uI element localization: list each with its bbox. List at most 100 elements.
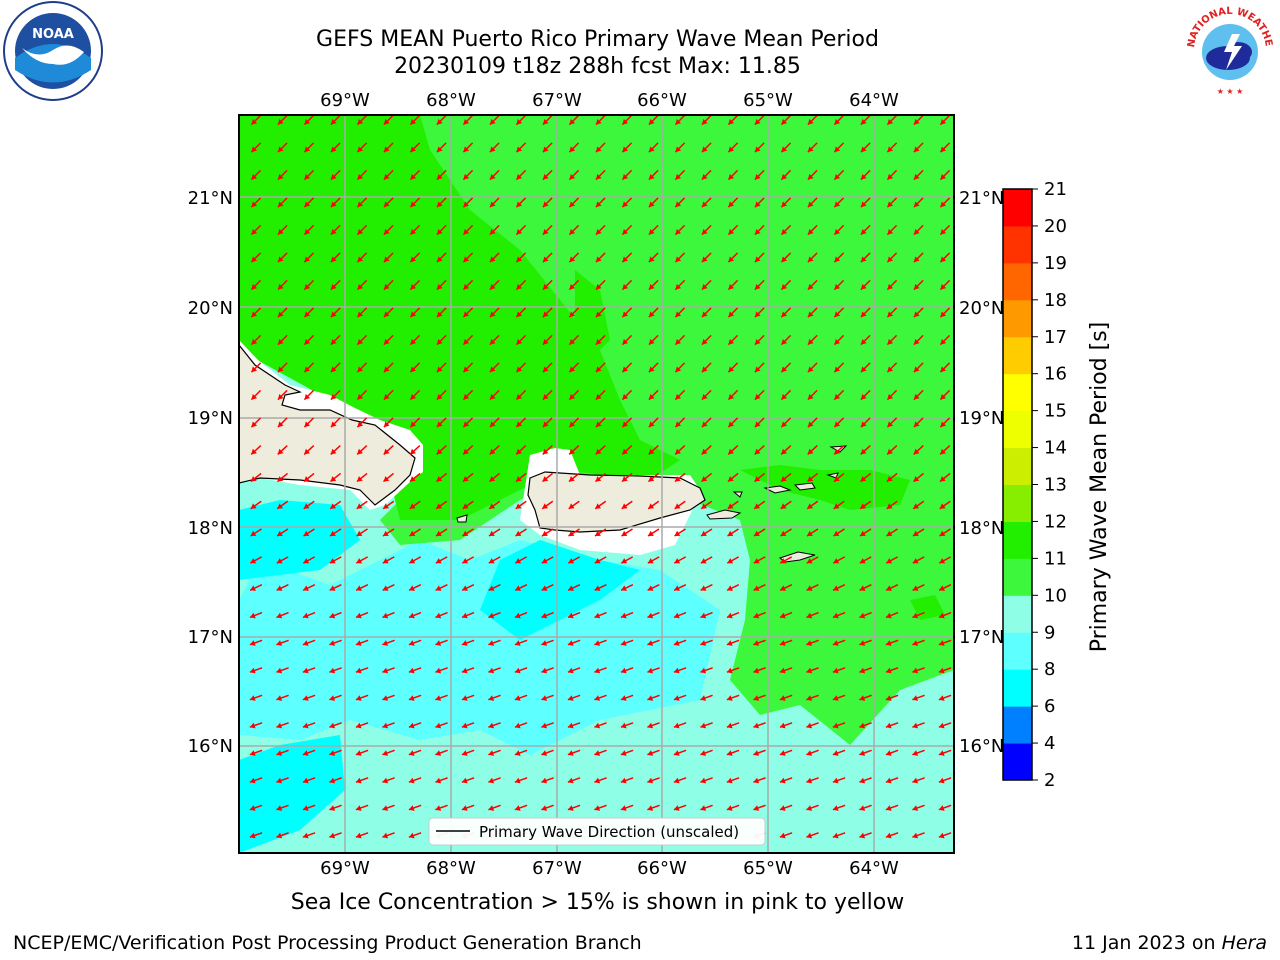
wave-arrow-head bbox=[408, 805, 415, 811]
wave-arrow-head bbox=[249, 640, 256, 646]
wave-arrow-head bbox=[701, 448, 708, 455]
wave-arrow-head bbox=[939, 558, 946, 564]
wave-arrow-head bbox=[886, 476, 893, 482]
wave-arrow-head bbox=[701, 256, 708, 263]
wave-arrow-head bbox=[912, 530, 919, 536]
legend-label: Primary Wave Direction (unscaled) bbox=[479, 823, 739, 841]
wave-arrow-head bbox=[249, 612, 256, 619]
wave-arrow-head bbox=[912, 750, 919, 756]
wave-arrow-head bbox=[807, 228, 814, 235]
wave-arrow-head bbox=[329, 640, 336, 646]
wave-arrow-head bbox=[302, 695, 309, 701]
wave-arrow-head bbox=[887, 421, 894, 428]
colorbar-tick-label: 10 bbox=[1044, 585, 1067, 606]
wave-arrow-head bbox=[620, 805, 627, 811]
wave-arrow-head bbox=[859, 805, 866, 811]
wave-arrow-head bbox=[940, 283, 947, 290]
lat-label: 21°N bbox=[959, 188, 1004, 209]
wave-arrow-head bbox=[410, 283, 417, 290]
wave-arrow-head bbox=[621, 558, 628, 564]
wave-arrow-head bbox=[726, 805, 733, 811]
wave-arrow-head bbox=[701, 173, 708, 180]
wave-arrow-head bbox=[859, 585, 866, 591]
wave-arrow-head bbox=[701, 118, 708, 125]
wave-arrow-head bbox=[675, 173, 682, 180]
wave-arrow-head bbox=[754, 228, 761, 235]
wave-arrow-head bbox=[249, 722, 256, 729]
wave-arrow-head bbox=[701, 228, 708, 235]
wave-arrow-head bbox=[383, 338, 390, 345]
wave-arrow-head bbox=[409, 558, 416, 564]
wave-arrow-head bbox=[780, 503, 787, 509]
wave-arrow-head bbox=[356, 503, 363, 509]
wave-arrow-head bbox=[675, 228, 682, 235]
wave-arrow-head bbox=[488, 695, 495, 701]
wave-arrow-head bbox=[410, 366, 417, 373]
wave-arrow-head bbox=[674, 530, 681, 536]
wave-arrow-head bbox=[435, 530, 442, 536]
wave-arrow-head bbox=[620, 667, 627, 674]
wave-arrow-head bbox=[753, 722, 760, 729]
colorbar-segment bbox=[1003, 447, 1032, 485]
lon-labels-top: 69°W 68°W 67°W 66°W 65°W 64°W bbox=[320, 90, 899, 111]
chart-title: GEFS MEAN Puerto Rico Primary Wave Mean … bbox=[316, 27, 879, 52]
wave-arrow-head bbox=[436, 146, 443, 153]
wave-arrow-head bbox=[304, 146, 311, 153]
wave-arrow-head bbox=[886, 530, 893, 536]
wave-arrow-head bbox=[912, 667, 919, 674]
wave-arrow-head bbox=[728, 146, 735, 153]
wave-arrow-head bbox=[251, 118, 258, 125]
wave-arrow-head bbox=[329, 805, 336, 811]
wave-arrow-head bbox=[833, 530, 840, 536]
wave-arrow-head bbox=[463, 201, 470, 208]
wave-arrow-head bbox=[488, 585, 495, 591]
wave-arrow-head bbox=[834, 283, 841, 290]
wave-arrow-head bbox=[383, 503, 390, 509]
wave-arrow-head bbox=[435, 640, 442, 646]
wave-arrow-head bbox=[701, 393, 708, 400]
colorbar-tick-label: 2 bbox=[1044, 770, 1055, 791]
wave-arrow-head bbox=[303, 476, 310, 482]
wave-arrow-head bbox=[700, 530, 707, 536]
wave-arrow-head bbox=[834, 366, 841, 373]
footer-credit: NCEP/EMC/Verification Post Processing Pr… bbox=[13, 932, 642, 954]
wave-arrow-head bbox=[885, 695, 892, 701]
wave-arrow-head bbox=[938, 777, 945, 784]
wave-arrow-head bbox=[860, 476, 867, 482]
wave-arrow-head bbox=[940, 256, 947, 263]
wave-arrow-head bbox=[304, 256, 311, 263]
wave-arrow-head bbox=[249, 667, 256, 674]
wave-arrow-head bbox=[542, 421, 549, 428]
wave-arrow-head bbox=[621, 585, 627, 591]
wave-arrow-head bbox=[329, 612, 336, 619]
wave-arrow-head bbox=[436, 393, 443, 400]
wave-arrow-head bbox=[780, 530, 787, 536]
wave-arrow-head bbox=[304, 448, 310, 455]
wave-arrow-head bbox=[488, 558, 495, 564]
wave-arrow-head bbox=[516, 421, 523, 428]
wave-arrow-head bbox=[806, 832, 813, 839]
wave-arrow-head bbox=[410, 421, 417, 428]
wave-arrow-head bbox=[940, 393, 947, 400]
wave-arrow-head bbox=[277, 448, 284, 455]
wave-arrow-head bbox=[673, 777, 680, 784]
wave-arrow-head bbox=[251, 421, 258, 428]
wave-arrow-head bbox=[912, 558, 919, 564]
wave-arrow-head bbox=[834, 146, 841, 153]
lat-label: 17°N bbox=[959, 627, 1004, 648]
wave-arrow-head bbox=[382, 558, 389, 564]
colorbar-segment bbox=[1003, 225, 1032, 264]
wave-arrow-head bbox=[516, 173, 523, 180]
wave-arrow-head bbox=[251, 256, 258, 263]
wave-arrow-head bbox=[516, 118, 523, 125]
wave-arrow-head bbox=[357, 201, 364, 208]
wave-arrow-head bbox=[620, 777, 627, 784]
wave-arrow-head bbox=[701, 311, 708, 318]
wave-arrow-head bbox=[277, 311, 284, 318]
wave-arrow-head bbox=[489, 173, 496, 180]
map-frame bbox=[238, 114, 955, 854]
wave-arrow-head bbox=[250, 530, 257, 536]
wave-arrow-head bbox=[488, 777, 495, 784]
wave-arrow-head bbox=[675, 421, 682, 428]
wave-arrow-head bbox=[330, 503, 337, 509]
